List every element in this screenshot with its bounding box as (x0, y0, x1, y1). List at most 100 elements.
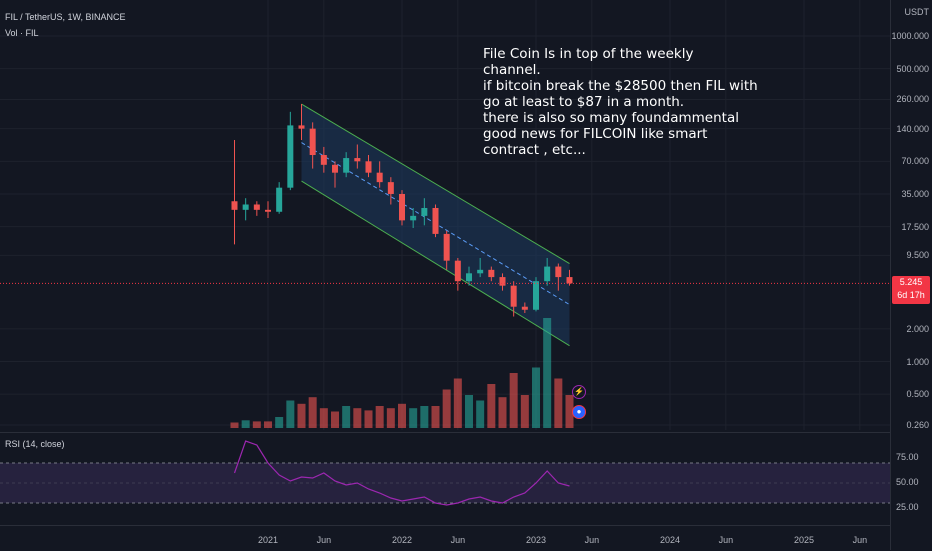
volume-bar (509, 373, 518, 428)
flag-icon[interactable]: ● (572, 405, 586, 419)
candle-body (521, 306, 528, 310)
time-tick-label: 2022 (391, 535, 413, 545)
volume-bar (498, 397, 507, 428)
volume-legend: Vol · FIL (5, 28, 39, 38)
candle-body (410, 215, 417, 221)
volume-bar (386, 408, 395, 428)
candle-body (488, 269, 495, 278)
volume-bar (252, 421, 261, 428)
annotation-line: good news for FILCOIN like smart (483, 126, 708, 142)
time-tick-label: Jun (316, 535, 332, 545)
price-axis[interactable]: USDT 1000.000 500.000 260.000 140.000 70.000… (890, 0, 932, 550)
candle-body (510, 285, 517, 307)
time-axis[interactable]: 2021 Jun 2022 Jun 2023 Jun 2024 Jun 2025 Jun (0, 525, 890, 551)
candle-body (287, 125, 294, 188)
candle-body (555, 266, 562, 278)
annotation-line: contract , etc... (483, 142, 586, 158)
annotation-line: channel. (483, 62, 541, 78)
volume-bar (241, 420, 250, 428)
volume-bar (353, 408, 362, 428)
symbol-legend: FIL / TetherUS, 1W, BINANCE (5, 12, 126, 22)
candle-body (265, 209, 271, 212)
lightning-icon[interactable]: ⚡ (572, 385, 586, 399)
time-tick-label: Jun (852, 535, 868, 545)
volume-bar (554, 378, 563, 428)
volume-bar (453, 378, 462, 428)
volume-bar (543, 318, 552, 428)
volume-bar (487, 384, 496, 428)
volume-bar (275, 417, 284, 428)
time-tick-label: 2021 (257, 535, 279, 545)
price-tick-label: 2.000 (906, 323, 929, 334)
rsi-tick-label: 75.00 (896, 452, 919, 462)
volume-bar (476, 400, 485, 428)
candle-body (443, 233, 450, 261)
price-tick-label: 17.500 (901, 221, 929, 232)
volume-bar (364, 410, 373, 428)
time-tick-label: 2025 (793, 535, 815, 545)
price-tick-label: 500.000 (896, 63, 929, 74)
volume-bar (420, 406, 429, 428)
volume-bar (431, 406, 440, 428)
price-tick-label: 1000.000 (891, 31, 929, 41)
volume-bar (319, 408, 328, 428)
price-tick-label: 260.000 (896, 94, 929, 105)
annotation-line: if bitcoin break the $28500 then FIL wit… (483, 78, 758, 94)
candle-body (298, 125, 305, 129)
volume-bar (286, 400, 295, 428)
time-tick-label: Jun (584, 535, 600, 545)
volume-bar (331, 411, 339, 428)
price-tick-label: 70.000 (901, 156, 929, 167)
volume-bar (465, 395, 473, 428)
time-tick-label: Jun (450, 535, 466, 545)
volume-bar (375, 406, 384, 428)
candle-body (365, 161, 372, 173)
price-tick-label: 0.260 (906, 420, 929, 430)
candles (231, 104, 573, 317)
candle-body (309, 128, 316, 156)
candle-body (332, 164, 338, 173)
price-axis-currency: USDT (904, 7, 930, 17)
candle-body (454, 260, 461, 282)
trade-idea-annotation: File Coin Is in top of the weekly channe… (483, 46, 758, 158)
rsi-panel[interactable]: RSI (14, close) (0, 432, 890, 523)
volume-bar (264, 421, 272, 428)
channel-lower-line (301, 180, 570, 347)
rsi-tick-label: 25.00 (896, 502, 919, 512)
candle-body (320, 155, 327, 165)
channel-upper-line (301, 103, 570, 264)
volume-bar (398, 403, 406, 428)
candle-body (387, 182, 394, 194)
annotation-line: there is also so many foundammental (483, 110, 739, 126)
volume-bar (442, 389, 451, 428)
price-tick-label: 35.000 (901, 188, 929, 199)
bar-countdown: 6d 17h (897, 290, 925, 300)
price-tick-label: 9.500 (906, 250, 929, 261)
last-price-value: 5.245 (899, 277, 923, 287)
time-tick-label: 2024 (659, 535, 681, 545)
candle-body (354, 158, 361, 162)
volume-bars (230, 318, 574, 428)
volume-bar (342, 406, 351, 428)
candle-body (421, 207, 428, 216)
annotation-line: go at least to $87 in a month. (483, 94, 685, 110)
volume-bar (532, 367, 540, 428)
volume-bar (308, 397, 317, 428)
price-tick-label: 0.500 (906, 389, 929, 400)
rsi-chart-svg[interactable] (0, 433, 890, 523)
candle-body (566, 277, 573, 284)
volume-bar (230, 422, 239, 428)
volume-bar (297, 403, 306, 428)
price-chart-area[interactable] (0, 0, 890, 430)
candle-body (231, 201, 238, 210)
time-tick-label: Jun (718, 535, 734, 545)
rsi-legend: RSI (14, close) (5, 439, 65, 449)
price-chart-svg[interactable] (0, 0, 890, 430)
candle-body (499, 277, 506, 286)
time-tick-label: 2023 (525, 535, 547, 545)
candle-body (432, 207, 439, 234)
candle-body (533, 281, 539, 310)
candle-body (477, 269, 484, 274)
candle-body (399, 193, 405, 221)
candle-body (376, 172, 383, 183)
